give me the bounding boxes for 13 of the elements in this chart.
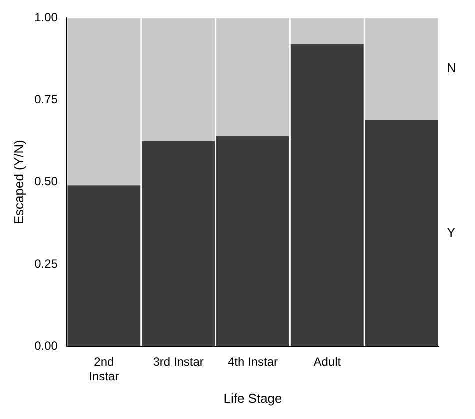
x-tick-label: 3rd Instar <box>153 355 204 370</box>
y-tick-label: 0.50 <box>34 174 58 189</box>
y-axis-title: Escaped (Y/N) <box>11 140 26 225</box>
series-label: Y <box>447 224 456 240</box>
x-tick-label: Adult <box>314 355 342 370</box>
x-axis-title: Life Stage <box>224 390 282 406</box>
y-tick-label: 0.75 <box>34 92 58 107</box>
y-tick-label: 0.00 <box>34 338 58 353</box>
x-tick-label: 2nd Instar <box>89 355 120 384</box>
y-tick-label: 0.25 <box>34 256 58 271</box>
x-tick-label: 4th Instar <box>228 355 278 370</box>
y-tick-label: 1.00 <box>34 10 58 25</box>
series-label: N <box>447 60 456 76</box>
